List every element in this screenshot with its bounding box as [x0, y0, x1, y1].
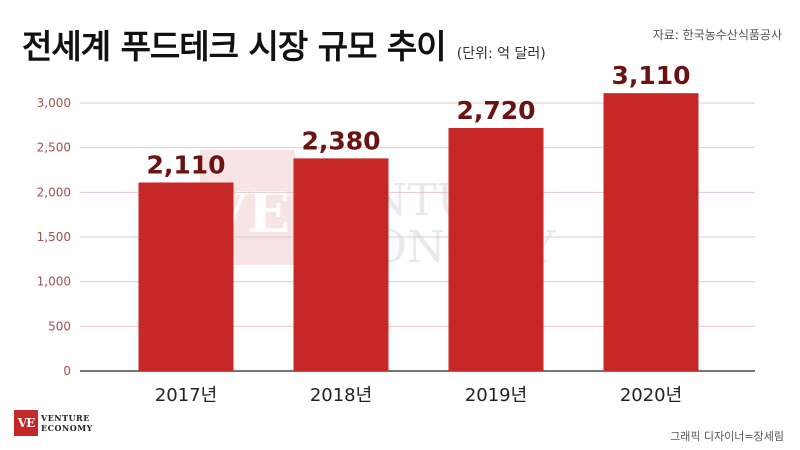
bar [138, 182, 234, 371]
bar-value-label: 3,110 [611, 61, 690, 90]
bar-value-label: 2,380 [301, 126, 380, 155]
bar [293, 158, 389, 371]
x-tick-label: 2019년 [465, 385, 527, 406]
bar [603, 93, 699, 371]
y-tick-label: 0 [63, 364, 71, 378]
x-tick-label: 2017년 [155, 385, 217, 406]
venture-economy-logo: VE VENTURE ECONOMY [14, 410, 93, 436]
title-block: 전세계 푸드테크 시장 규모 추이 (단위: 억 달러) [22, 20, 546, 68]
y-tick-label: 500 [48, 319, 71, 333]
chart-title: 전세계 푸드테크 시장 규모 추이 [22, 27, 447, 66]
logo-text: VENTURE ECONOMY [41, 413, 93, 433]
bar-value-label: 2,720 [456, 96, 535, 125]
logo-line2: ECONOMY [41, 423, 93, 433]
y-tick-label: 1,500 [37, 230, 71, 244]
designer-credit: 그래픽 디자이너=장세림 [670, 430, 784, 443]
logo-line1: VENTURE [41, 413, 90, 423]
y-tick-label: 3,000 [37, 96, 71, 110]
x-tick-label: 2018년 [310, 385, 372, 406]
bar-value-label: 2,110 [146, 151, 225, 180]
y-tick-label: 1,000 [37, 275, 71, 289]
bar [448, 128, 544, 371]
y-tick-label: 2,500 [37, 141, 71, 155]
source-label: 자료: 한국농수산식품공사 [652, 28, 782, 42]
unit-label: (단위: 억 달러) [456, 46, 546, 62]
x-tick-label: 2020년 [620, 385, 682, 406]
logo-mark: VE [14, 410, 38, 436]
y-tick-label: 2,000 [37, 185, 71, 199]
